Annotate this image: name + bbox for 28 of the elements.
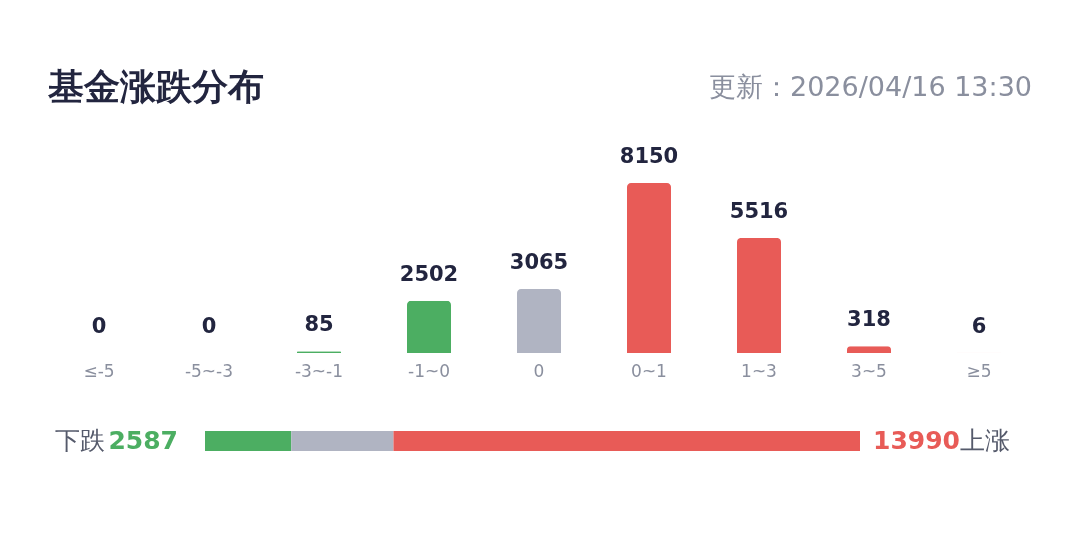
data-label: 85 bbox=[304, 312, 334, 337]
text: 下跌 bbox=[55, 426, 105, 455]
text: 上涨 bbox=[960, 426, 1010, 455]
data-label: 0 bbox=[91, 314, 107, 338]
bar bbox=[627, 183, 671, 353]
data-label: 6 bbox=[971, 313, 987, 338]
chart-title: 基金涨跌分布 bbox=[47, 66, 264, 107]
data-label: 13990 bbox=[873, 426, 960, 455]
x-tick-label: -1~0 bbox=[407, 360, 451, 381]
data-label: 3065 bbox=[509, 250, 569, 275]
x-tick-label: 3~5 bbox=[851, 360, 887, 381]
bar bbox=[737, 237, 781, 353]
data-label: 0 bbox=[201, 314, 217, 338]
data-label: 5516 bbox=[729, 198, 789, 223]
data-label: 8150 bbox=[619, 144, 679, 168]
x-tick-label: -5~-3 bbox=[184, 360, 234, 381]
data-label: 318 bbox=[847, 307, 891, 332]
bar bbox=[517, 289, 561, 353]
x-tick-label: 0~1 bbox=[631, 360, 667, 381]
data-label: 2502 bbox=[399, 261, 459, 286]
x-tick-label: 1~3 bbox=[741, 360, 777, 381]
x-tick-label: 0 bbox=[533, 360, 545, 381]
chart-subtitle: 更新：2026/04/16 13:30 bbox=[708, 71, 1032, 102]
x-tick-label: ≥5 bbox=[966, 360, 992, 381]
x-tick-label: ≤-5 bbox=[83, 360, 115, 381]
x-tick-label: -3~-1 bbox=[294, 360, 344, 381]
data-label: 2587 bbox=[108, 426, 178, 455]
bar bbox=[407, 300, 451, 353]
